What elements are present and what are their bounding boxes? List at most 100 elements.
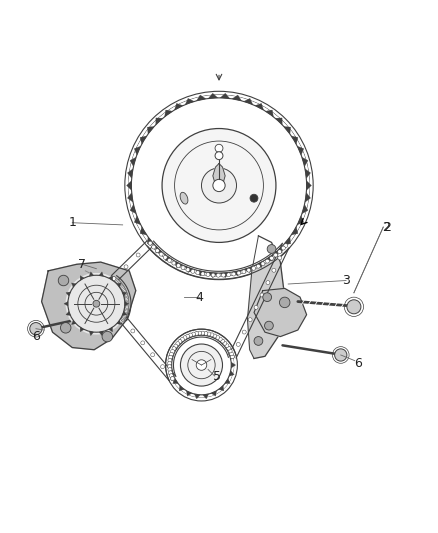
Text: 2: 2 (383, 221, 391, 233)
Circle shape (252, 266, 256, 270)
Circle shape (170, 350, 174, 353)
Polygon shape (265, 110, 273, 117)
Polygon shape (173, 346, 178, 352)
Circle shape (266, 281, 270, 285)
Circle shape (247, 268, 251, 272)
Circle shape (254, 336, 263, 345)
Circle shape (125, 302, 129, 306)
Polygon shape (254, 288, 307, 336)
Polygon shape (265, 254, 273, 261)
Text: 6: 6 (354, 357, 362, 370)
Polygon shape (275, 246, 282, 253)
Polygon shape (127, 169, 133, 179)
Circle shape (102, 332, 113, 342)
Circle shape (278, 249, 282, 254)
Circle shape (123, 312, 127, 316)
Circle shape (176, 342, 180, 345)
Polygon shape (174, 261, 183, 268)
Polygon shape (225, 346, 230, 352)
Polygon shape (64, 302, 68, 306)
Circle shape (248, 318, 252, 322)
Circle shape (196, 360, 207, 370)
Circle shape (181, 266, 185, 270)
Polygon shape (140, 136, 147, 144)
Polygon shape (194, 331, 200, 336)
Circle shape (121, 286, 125, 290)
Polygon shape (229, 370, 234, 376)
Polygon shape (208, 93, 218, 99)
Circle shape (256, 264, 260, 268)
Polygon shape (297, 216, 304, 225)
Circle shape (201, 272, 205, 276)
Circle shape (180, 344, 223, 386)
Text: 6: 6 (32, 330, 40, 343)
Polygon shape (130, 157, 136, 166)
Circle shape (58, 275, 69, 286)
Polygon shape (255, 261, 264, 268)
Circle shape (177, 264, 180, 268)
Circle shape (250, 194, 258, 202)
Circle shape (124, 295, 128, 299)
Polygon shape (211, 391, 216, 396)
Circle shape (189, 333, 193, 337)
Circle shape (216, 273, 220, 277)
Circle shape (121, 317, 125, 321)
Circle shape (93, 300, 100, 307)
Polygon shape (173, 378, 178, 384)
Circle shape (117, 281, 121, 285)
Circle shape (254, 305, 258, 309)
Circle shape (148, 241, 152, 245)
Circle shape (115, 279, 119, 283)
Polygon shape (165, 110, 173, 117)
Circle shape (230, 355, 234, 359)
Circle shape (278, 256, 282, 260)
Circle shape (178, 340, 182, 343)
Circle shape (155, 249, 159, 253)
Polygon shape (219, 339, 224, 345)
Circle shape (347, 300, 361, 314)
Polygon shape (187, 391, 192, 396)
Circle shape (123, 291, 127, 295)
Circle shape (215, 152, 223, 159)
Circle shape (60, 322, 71, 333)
Circle shape (162, 128, 276, 243)
Polygon shape (247, 236, 285, 359)
Polygon shape (203, 331, 208, 336)
Circle shape (121, 317, 125, 321)
Circle shape (279, 297, 290, 308)
Circle shape (118, 282, 122, 286)
Circle shape (128, 95, 310, 276)
Circle shape (112, 277, 116, 280)
Polygon shape (179, 339, 184, 345)
Polygon shape (140, 227, 147, 235)
Polygon shape (130, 205, 136, 214)
Polygon shape (185, 266, 194, 272)
Polygon shape (275, 118, 282, 125)
Text: 3: 3 (342, 274, 350, 287)
Polygon shape (99, 332, 103, 336)
Circle shape (210, 333, 214, 337)
Circle shape (116, 280, 120, 284)
Ellipse shape (180, 192, 188, 204)
Polygon shape (156, 246, 163, 253)
Polygon shape (117, 320, 121, 325)
Polygon shape (219, 385, 224, 391)
Circle shape (30, 322, 42, 335)
Polygon shape (213, 164, 225, 185)
Circle shape (124, 265, 128, 269)
Text: 1: 1 (68, 216, 76, 229)
Circle shape (186, 334, 190, 338)
Circle shape (123, 313, 127, 318)
Polygon shape (302, 157, 308, 166)
Circle shape (168, 358, 172, 362)
Circle shape (191, 332, 195, 336)
Text: 7: 7 (78, 258, 86, 271)
Polygon shape (134, 146, 141, 155)
Polygon shape (122, 311, 127, 316)
Polygon shape (147, 126, 154, 134)
Circle shape (170, 352, 173, 356)
Polygon shape (109, 276, 113, 280)
Circle shape (230, 352, 233, 356)
Circle shape (213, 334, 217, 338)
Circle shape (120, 284, 124, 288)
